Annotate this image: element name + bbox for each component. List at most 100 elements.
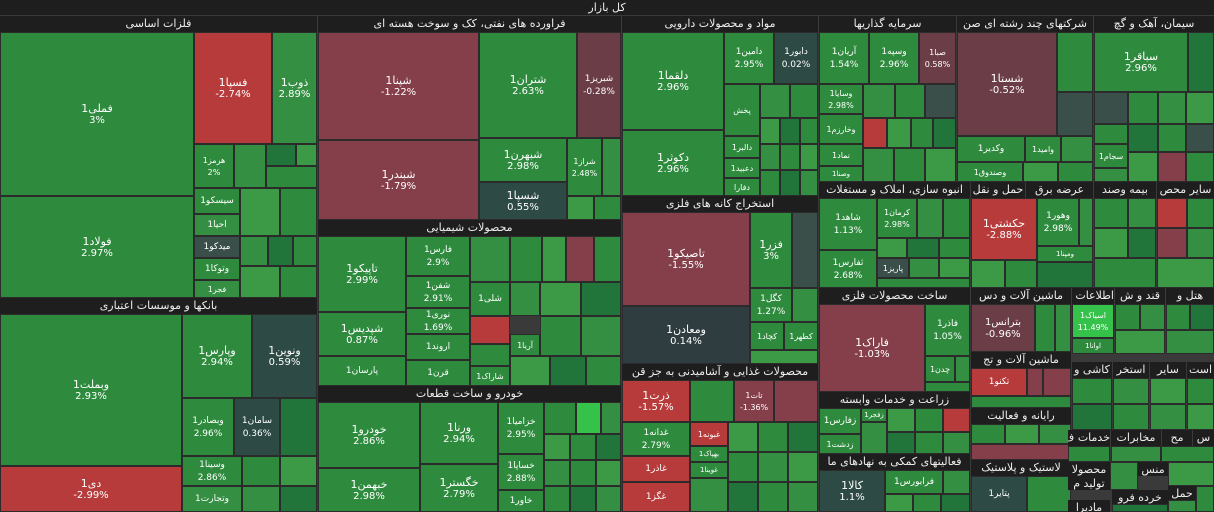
tile-midko[interactable]: میدکو1 <box>194 236 240 258</box>
tile-small[interactable] <box>911 118 933 148</box>
tile-small[interactable] <box>280 486 317 512</box>
tile-small[interactable] <box>915 408 943 432</box>
tile-small[interactable] <box>1188 32 1214 92</box>
tile-small[interactable] <box>1186 152 1214 182</box>
tile-small[interactable] <box>1187 378 1214 404</box>
tile-zorat[interactable]: ذرت1 -1.57% <box>622 380 690 422</box>
tile-small[interactable] <box>909 258 939 278</box>
tile-small[interactable] <box>1150 378 1186 404</box>
tile-small[interactable] <box>240 236 268 266</box>
tile-vapars[interactable]: وپارس1 2.94% <box>182 314 252 398</box>
sector-header-chemicals[interactable]: محصولات شیمیایی <box>318 220 621 236</box>
tile-small[interactable] <box>540 316 581 356</box>
tile-fespa[interactable]: فسپا1 -2.74% <box>194 32 272 144</box>
tile-vakharazm[interactable]: وخارزم1 <box>819 114 863 144</box>
tile-small[interactable] <box>1110 462 1138 490</box>
tile-tasiko[interactable]: تاصیکو1 -1.55% <box>622 212 750 306</box>
sector-header-telecom[interactable]: مخابرات <box>1111 430 1161 446</box>
tile-small[interactable] <box>750 350 818 364</box>
tile-small[interactable] <box>728 422 758 452</box>
tile-shasta[interactable]: شستا1 -0.52% <box>957 32 1057 136</box>
tile-small[interactable] <box>570 460 596 486</box>
tile-small[interactable] <box>1094 124 1128 144</box>
tile-small[interactable] <box>1039 424 1071 444</box>
tile-betrans[interactable]: بترانس1 -0.96% <box>971 304 1035 352</box>
tile-small[interactable] <box>1166 330 1214 354</box>
tile-small[interactable] <box>544 402 576 434</box>
tile-khavar[interactable]: خاور1 <box>498 490 544 512</box>
sector-header-basic-metals[interactable]: فلزات اساسی <box>0 16 317 32</box>
tile-small[interactable] <box>1190 304 1214 330</box>
tile-shebahran[interactable]: شبهرن1 2.98% <box>479 138 567 182</box>
tile-small[interactable] <box>1128 228 1156 258</box>
tile-small[interactable] <box>788 482 818 512</box>
sector-header-transport[interactable]: حمل و نقل <box>971 182 1025 198</box>
tile-small[interactable] <box>1112 504 1168 512</box>
sector-header-it[interactable]: اطلاعات و <box>1072 288 1114 304</box>
sector-header-misc-1[interactable]: کاشی و <box>1072 362 1112 378</box>
tile-small[interactable] <box>780 144 800 170</box>
tile-fazar[interactable]: فزر1 3% <box>750 212 792 288</box>
tile-shabriz[interactable]: شبریز1 -0.28% <box>577 32 621 138</box>
tile-vakadir[interactable]: وکدیر1 <box>957 136 1025 162</box>
tile-vasna[interactable]: وصنا1 <box>819 166 863 182</box>
tile-small[interactable] <box>758 422 788 452</box>
tile-arvand[interactable]: اروند1 <box>406 334 470 360</box>
tile-small[interactable] <box>594 196 621 220</box>
tile-small[interactable] <box>758 482 788 512</box>
tile-vahoor[interactable]: وهور1 2.98% <box>1037 198 1079 246</box>
sector-header-madira[interactable]: مادیرا <box>1068 500 1110 512</box>
tile-vanovin[interactable]: ونوین1 0.59% <box>252 314 317 398</box>
tile-vamapna[interactable]: ومپنا1 <box>1037 246 1093 262</box>
sector-header-metal-products[interactable]: ساخت محصولات فلزی <box>819 288 970 304</box>
tile-small[interactable] <box>894 148 925 182</box>
tile-small[interactable] <box>1157 198 1187 228</box>
tile-kegol[interactable]: کگل1 1.27% <box>750 288 792 322</box>
tile-small[interactable] <box>280 398 317 456</box>
tile-small[interactable] <box>602 138 621 196</box>
tile-small[interactable] <box>917 198 943 238</box>
tile-small[interactable] <box>887 432 915 454</box>
sector-header-rubber[interactable]: لاستیک و پلاستیک <box>971 460 1071 476</box>
tile-small[interactable] <box>788 452 818 482</box>
tile-sharak[interactable]: شاراک1 <box>470 366 510 386</box>
tile-shetran[interactable]: شتران1 2.63% <box>479 32 577 138</box>
tile-small[interactable] <box>885 494 913 512</box>
tile-small[interactable] <box>567 196 594 220</box>
sector-header-machinery-equip[interactable]: ماشین آلات و تج <box>971 352 1071 368</box>
tile-vaomid[interactable]: وامید1 <box>1025 136 1061 162</box>
sector-header-construction[interactable]: انبوه سازی، املاک و مستغلات <box>819 182 970 198</box>
tile-small[interactable] <box>925 382 970 392</box>
tile-ghadaneh[interactable]: غدانه1 2.79% <box>622 422 690 456</box>
tile-small[interactable] <box>1157 258 1214 288</box>
tile-small[interactable] <box>1072 404 1112 430</box>
tile-small[interactable] <box>887 118 911 148</box>
sector-header-machinery[interactable]: ماشین آلات و دس <box>971 288 1071 304</box>
tile-small[interactable] <box>925 84 956 118</box>
tile-small[interactable] <box>1187 404 1214 430</box>
tile-small[interactable] <box>544 460 570 486</box>
tile-dalgama[interactable]: دلقما1 2.96% <box>622 32 724 130</box>
tile-small[interactable] <box>941 494 970 512</box>
tile-pakhsh[interactable]: پخش <box>724 84 760 136</box>
tile-small[interactable] <box>1128 198 1156 228</box>
tile-vetoka[interactable]: وتوکا1 <box>194 258 240 280</box>
tile-small[interactable] <box>570 434 596 460</box>
tile-small[interactable] <box>792 288 818 322</box>
sector-header-misc-3[interactable]: سایر <box>1150 362 1186 378</box>
tile-shahed[interactable]: شاهد1 1.13% <box>819 198 877 250</box>
tile-zob[interactable]: ذوب1 2.89% <box>272 32 317 144</box>
tile-small[interactable] <box>544 486 570 512</box>
tile-small[interactable] <box>1158 124 1186 152</box>
tile-vatejarat[interactable]: وتجارت1 <box>182 486 242 512</box>
tile-small[interactable] <box>581 316 621 356</box>
tile-ghvina[interactable]: غوینا1 <box>690 462 728 478</box>
sector-header-pharma[interactable]: مواد و محصولات دارویی <box>622 16 818 32</box>
tile-chadan[interactable]: چدن1 <box>925 356 955 382</box>
tile-foolad[interactable]: فولاد1 2.97% <box>0 196 194 298</box>
tile-arya[interactable]: آریا1 <box>510 334 540 356</box>
tile-zfars[interactable]: زفارس1 <box>819 408 861 434</box>
tile-foolad-melli[interactable]: فملی1 3% <box>0 32 194 196</box>
tile-small[interactable] <box>690 380 734 422</box>
tile-small[interactable] <box>1187 198 1214 228</box>
